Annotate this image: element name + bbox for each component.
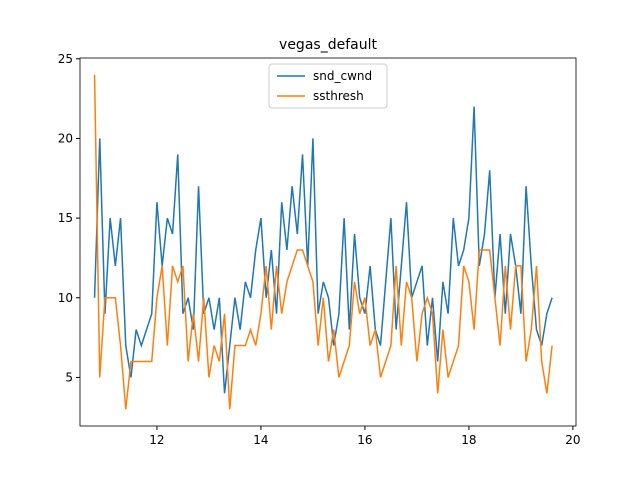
y-tick-label: 10 — [58, 291, 73, 305]
chart-title: vegas_default — [279, 37, 377, 53]
x-tick-label: 18 — [461, 433, 476, 447]
series-line — [93, 74, 553, 410]
y-tick-label: 15 — [58, 211, 73, 225]
series-line — [93, 106, 553, 394]
x-tick-label: 20 — [565, 433, 580, 447]
legend-label: snd_cwnd — [313, 69, 372, 83]
legend-box — [268, 63, 388, 109]
x-tick-label: 12 — [149, 433, 164, 447]
legend-label: ssthresh — [313, 89, 364, 103]
x-tick-label: 14 — [253, 433, 268, 447]
y-tick-label: 20 — [58, 131, 73, 145]
y-tick-label: 25 — [58, 52, 73, 66]
plot-frame — [79, 57, 577, 427]
x-tick-label: 16 — [357, 433, 372, 447]
y-tick-label: 5 — [65, 370, 73, 384]
